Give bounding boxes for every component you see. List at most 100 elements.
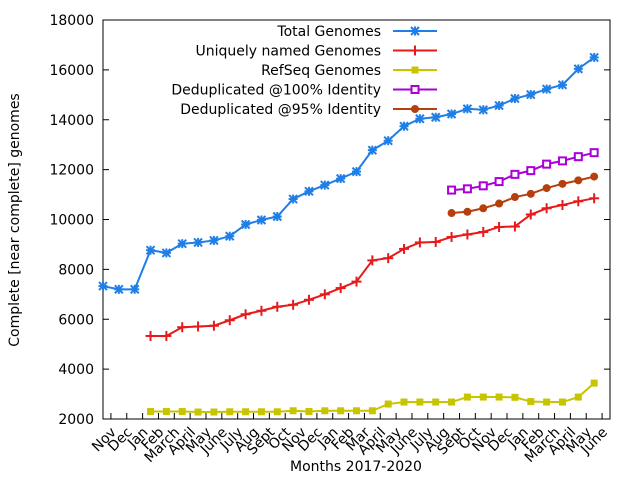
data-point <box>194 408 202 416</box>
data-point <box>177 322 188 333</box>
data-point <box>509 221 520 232</box>
data-point <box>573 152 583 162</box>
data-point <box>383 253 394 264</box>
data-point <box>256 305 267 316</box>
series-4 <box>447 148 599 195</box>
axis-ticks <box>103 19 610 420</box>
data-point <box>304 186 314 197</box>
series-line <box>451 175 595 215</box>
data-point <box>240 309 251 320</box>
y-tick-label: 6000 <box>58 312 94 328</box>
data-point <box>526 189 535 198</box>
data-point <box>303 294 314 305</box>
series-layer <box>98 52 600 416</box>
y-tick-label: 12000 <box>49 163 94 179</box>
data-point <box>541 203 552 214</box>
series-1 <box>98 52 599 295</box>
data-point <box>225 231 235 241</box>
data-point <box>416 398 424 406</box>
data-point <box>178 408 186 416</box>
data-point <box>114 284 124 295</box>
data-point <box>462 104 473 114</box>
data-point <box>462 229 473 240</box>
data-point <box>320 180 330 190</box>
data-point <box>208 320 219 331</box>
data-point <box>335 173 346 184</box>
data-point <box>558 398 566 406</box>
data-point <box>288 194 298 204</box>
legend-label: Deduplicated @100% Identity <box>171 83 381 99</box>
data-point <box>430 236 441 247</box>
x-axis-label: Months 2017-2020 <box>290 459 422 475</box>
data-point <box>495 199 504 208</box>
legend-label: Uniquely named Genomes <box>196 44 382 60</box>
data-point <box>526 166 536 176</box>
data-point <box>574 176 583 185</box>
data-point <box>541 84 552 94</box>
series-5 <box>447 172 599 218</box>
y-tick-label: 8000 <box>58 262 94 278</box>
data-point <box>161 248 172 258</box>
data-point <box>574 393 582 401</box>
data-point <box>162 408 170 416</box>
legend-label: Total Genomes <box>276 24 381 40</box>
data-point <box>414 237 425 248</box>
data-point <box>557 156 567 166</box>
series-2 <box>145 193 600 341</box>
data-point <box>462 184 472 194</box>
data-point <box>257 408 265 416</box>
data-point <box>98 281 108 291</box>
legend-marker <box>411 66 419 74</box>
data-point <box>353 407 360 415</box>
plot-frame <box>102 19 611 420</box>
y-tick-label: 2000 <box>58 412 94 428</box>
data-point <box>400 398 408 406</box>
data-point <box>478 181 488 191</box>
data-point <box>511 393 519 401</box>
series-3 <box>147 379 598 416</box>
data-point <box>193 321 204 332</box>
data-point <box>351 166 362 177</box>
data-point <box>543 398 551 406</box>
data-point <box>589 148 599 158</box>
data-point <box>161 330 172 341</box>
data-point <box>527 398 535 406</box>
data-point <box>478 226 489 237</box>
data-point <box>256 215 267 225</box>
data-point <box>368 407 376 415</box>
data-point <box>447 209 456 218</box>
data-point <box>573 64 584 74</box>
data-point <box>495 393 503 401</box>
y-axis-label: Complete [near complete] genomes <box>7 93 23 346</box>
data-point <box>273 408 281 416</box>
data-point <box>557 80 568 90</box>
series-line <box>150 197 595 337</box>
data-point <box>542 184 551 193</box>
data-point <box>399 243 410 254</box>
y-tick-label: 4000 <box>58 362 94 378</box>
data-point <box>319 289 330 300</box>
legend: Total Genomes Uniquely named Genomes RefSe… <box>171 24 437 118</box>
data-point <box>447 185 457 195</box>
data-point <box>479 204 488 213</box>
data-point <box>510 93 520 104</box>
data-point <box>384 400 392 408</box>
legend-marker <box>410 85 420 94</box>
data-point <box>337 407 345 415</box>
data-point <box>589 52 599 63</box>
data-point <box>305 408 313 416</box>
data-point <box>272 301 283 312</box>
data-point <box>367 255 378 266</box>
data-point <box>224 315 235 326</box>
legend-marker <box>411 105 419 113</box>
data-point <box>510 193 519 202</box>
data-point <box>226 408 234 416</box>
data-point <box>193 237 203 248</box>
data-point <box>558 179 567 188</box>
data-point <box>542 159 552 169</box>
data-point <box>526 89 536 100</box>
y-tick-labels: 2000 4000 6000 8000 10000 12000 14000 16000 1800… <box>49 13 94 428</box>
data-point <box>478 105 488 115</box>
data-point <box>589 193 600 204</box>
data-point <box>463 393 471 401</box>
